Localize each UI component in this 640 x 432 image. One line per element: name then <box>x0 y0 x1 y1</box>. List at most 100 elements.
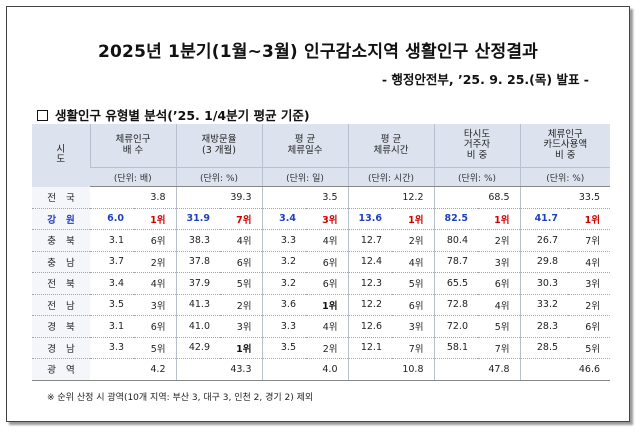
rank-cell: 3위 <box>568 272 611 295</box>
footnote: ※ 순위 산정 시 광역(10개 지역: 부산 3, 대구 3, 인천 2, 경… <box>47 393 314 403</box>
value-cell: 41.0 <box>176 315 220 338</box>
value-cell: 3.3 <box>90 337 134 359</box>
rank-cell: 3위 <box>478 251 521 273</box>
value-cell: 37.9 <box>176 272 220 295</box>
value-cell: 28.3 <box>520 315 569 338</box>
header-avg-days: 평 균 체류일수 <box>261 124 348 168</box>
rank-cell: 2위 <box>134 251 177 273</box>
value-cell: 46.6 <box>520 358 611 381</box>
rank-cell: 3위 <box>306 208 349 230</box>
table-row: 충남 3.7 2위 37.8 6위 3.2 6위 12.4 4위 78.7 3위 29.8 4위 <box>32 251 611 273</box>
region-name: 전북 <box>32 272 90 295</box>
rank-cell: 4위 <box>220 229 263 252</box>
rank-cell: 7위 <box>392 337 435 359</box>
rank-cell: 4위 <box>306 229 349 252</box>
value-cell: 82.5 <box>434 208 478 230</box>
value-cell: 33.5 <box>520 186 611 209</box>
value-cell: 3.1 <box>90 229 134 252</box>
rank-cell: 1위 <box>306 294 349 316</box>
header-sido: 시 도 <box>32 124 90 187</box>
value-cell: 42.9 <box>176 337 220 359</box>
region-name: 경남 <box>32 337 90 359</box>
value-cell: 4.0 <box>262 358 349 381</box>
value-cell: 43.3 <box>176 358 263 381</box>
header-other-province: 타시도 거주자 비 중 <box>433 124 521 168</box>
rank-cell: 1위 <box>478 208 521 230</box>
rank-cell: 6위 <box>306 272 349 295</box>
value-cell: 47.8 <box>434 358 521 381</box>
value-cell: 3.5 <box>262 186 349 209</box>
value-cell: 3.1 <box>90 315 134 338</box>
header-card-share: 체류인구 카드사용액 비 중 <box>519 124 611 168</box>
value-cell: 13.6 <box>348 208 392 230</box>
unit-cell: (단위: 일) <box>261 167 348 187</box>
value-cell: 41.3 <box>176 294 220 316</box>
rank-cell: 6위 <box>220 251 263 273</box>
value-cell: 3.8 <box>90 186 177 209</box>
rank-cell: 4위 <box>392 251 435 273</box>
rank-cell: 1위 <box>392 208 435 230</box>
checkbox-square-icon <box>37 110 48 121</box>
region-name: 충남 <box>32 251 90 273</box>
rank-cell: 2위 <box>392 229 435 252</box>
rank-cell: 1위 <box>134 208 177 230</box>
header-stay-ratio: 체류인구 배 수 <box>89 124 176 168</box>
value-cell: 12.2 <box>348 294 392 316</box>
value-cell: 12.6 <box>348 315 392 338</box>
rank-cell: 4위 <box>306 315 349 338</box>
value-cell: 28.5 <box>520 337 569 359</box>
rank-cell: 5위 <box>478 315 521 338</box>
value-cell: 26.7 <box>520 229 569 252</box>
unit-row: (단위: 배) (단위: %) (단위: 일) (단위: 시간) (단위: %)… <box>32 167 611 187</box>
value-cell: 37.8 <box>176 251 220 273</box>
header-row: 시 도 체류인구 배 수 재방문율 (3 개월) 평 균 체류일수 평 균 체류시간 타… <box>32 124 611 187</box>
table-row: 전남 3.5 3위 41.3 2위 3.6 1위 12.2 6위 72.8 4위 33.2 2위 <box>32 294 611 316</box>
table-row: 충북 3.1 6위 38.3 4위 3.3 4위 12.7 2위 80.4 2위 26.7 7위 <box>32 229 611 252</box>
rank-cell: 3위 <box>220 315 263 338</box>
region-name: 충북 <box>32 229 90 252</box>
value-cell: 3.2 <box>262 272 306 295</box>
rank-cell: 3위 <box>134 294 177 316</box>
rank-cell: 6위 <box>306 251 349 273</box>
rank-cell: 6위 <box>134 229 177 252</box>
page-title: 2025년 1분기(1월~3월) 인구감소지역 생활인구 산정결과 <box>97 42 539 62</box>
region-name: 경북 <box>32 315 90 338</box>
region-name: 전국 <box>32 186 90 209</box>
rank-cell: 6위 <box>478 272 521 295</box>
value-cell: 38.3 <box>176 229 220 252</box>
value-cell: 3.5 <box>90 294 134 316</box>
value-cell: 3.2 <box>262 251 306 273</box>
value-cell: 3.4 <box>90 272 134 295</box>
value-cell: 12.1 <box>348 337 392 359</box>
section-heading: 생활인구 유형별 분석(’25. 1/4분기 평균 기준) <box>37 105 310 124</box>
region-name: 강원 <box>32 208 90 230</box>
table-row: 경북 3.1 6위 41.0 3위 3.3 4위 12.6 3위 72.0 5위 28.3 6위 <box>32 315 611 338</box>
rank-cell: 3위 <box>392 315 435 338</box>
value-cell: 4.2 <box>90 358 177 381</box>
rank-cell: 5위 <box>568 337 611 359</box>
rank-cell: 4위 <box>568 251 611 273</box>
rank-cell: 4위 <box>478 294 521 316</box>
rank-cell: 5위 <box>392 272 435 295</box>
value-cell: 78.7 <box>434 251 478 273</box>
rank-cell: 2위 <box>568 294 611 316</box>
rank-cell: 7위 <box>220 208 263 230</box>
value-cell: 3.4 <box>262 208 306 230</box>
value-cell: 3.6 <box>262 294 306 316</box>
value-cell: 3.5 <box>262 337 306 359</box>
value-cell: 41.7 <box>520 208 569 230</box>
region-name: 광역 <box>32 358 90 381</box>
rank-cell: 6위 <box>134 315 177 338</box>
value-cell: 72.0 <box>434 315 478 338</box>
value-cell: 72.8 <box>434 294 478 316</box>
value-cell: 39.3 <box>176 186 263 209</box>
value-cell: 3.7 <box>90 251 134 273</box>
value-cell: 10.8 <box>348 358 435 381</box>
rank-cell: 2위 <box>306 337 349 359</box>
value-cell: 80.4 <box>434 229 478 252</box>
value-cell: 65.5 <box>434 272 478 295</box>
region-name: 전남 <box>32 294 90 316</box>
section-title: 생활인구 유형별 분석(’25. 1/4분기 평균 기준) <box>55 108 310 123</box>
rank-cell: 2위 <box>478 229 521 252</box>
header-avg-hours: 평 균 체류시간 <box>347 124 434 168</box>
